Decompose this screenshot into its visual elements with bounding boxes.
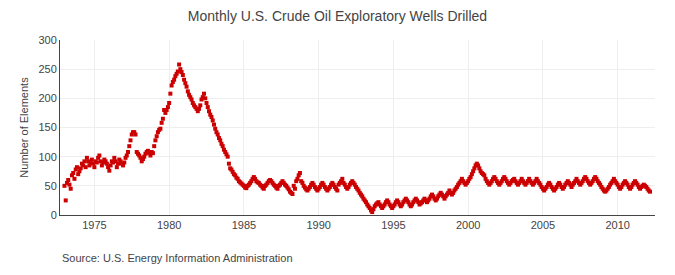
svg-text:1980: 1980: [157, 219, 181, 231]
svg-text:Monthly U.S. Crude Oil Explora: Monthly U.S. Crude Oil Exploratory Wells…: [188, 8, 487, 24]
svg-text:2010: 2010: [605, 219, 629, 231]
svg-text:1995: 1995: [381, 219, 405, 231]
svg-text:100: 100: [38, 151, 56, 163]
svg-text:300: 300: [38, 34, 56, 46]
svg-text:0: 0: [51, 209, 57, 221]
svg-text:1975: 1975: [82, 219, 106, 231]
svg-text:2005: 2005: [531, 219, 555, 231]
svg-text:Number of Elements: Number of Elements: [18, 77, 30, 178]
svg-text:2000: 2000: [456, 219, 480, 231]
svg-text:1990: 1990: [306, 219, 330, 231]
svg-text:1985: 1985: [232, 219, 256, 231]
svg-text:250: 250: [38, 63, 56, 75]
svg-text:150: 150: [38, 121, 56, 133]
svg-text:200: 200: [38, 92, 56, 104]
svg-text:Source: U.S. Energy Informatio: Source: U.S. Energy Information Administ…: [62, 252, 293, 264]
svg-text:50: 50: [45, 180, 57, 192]
